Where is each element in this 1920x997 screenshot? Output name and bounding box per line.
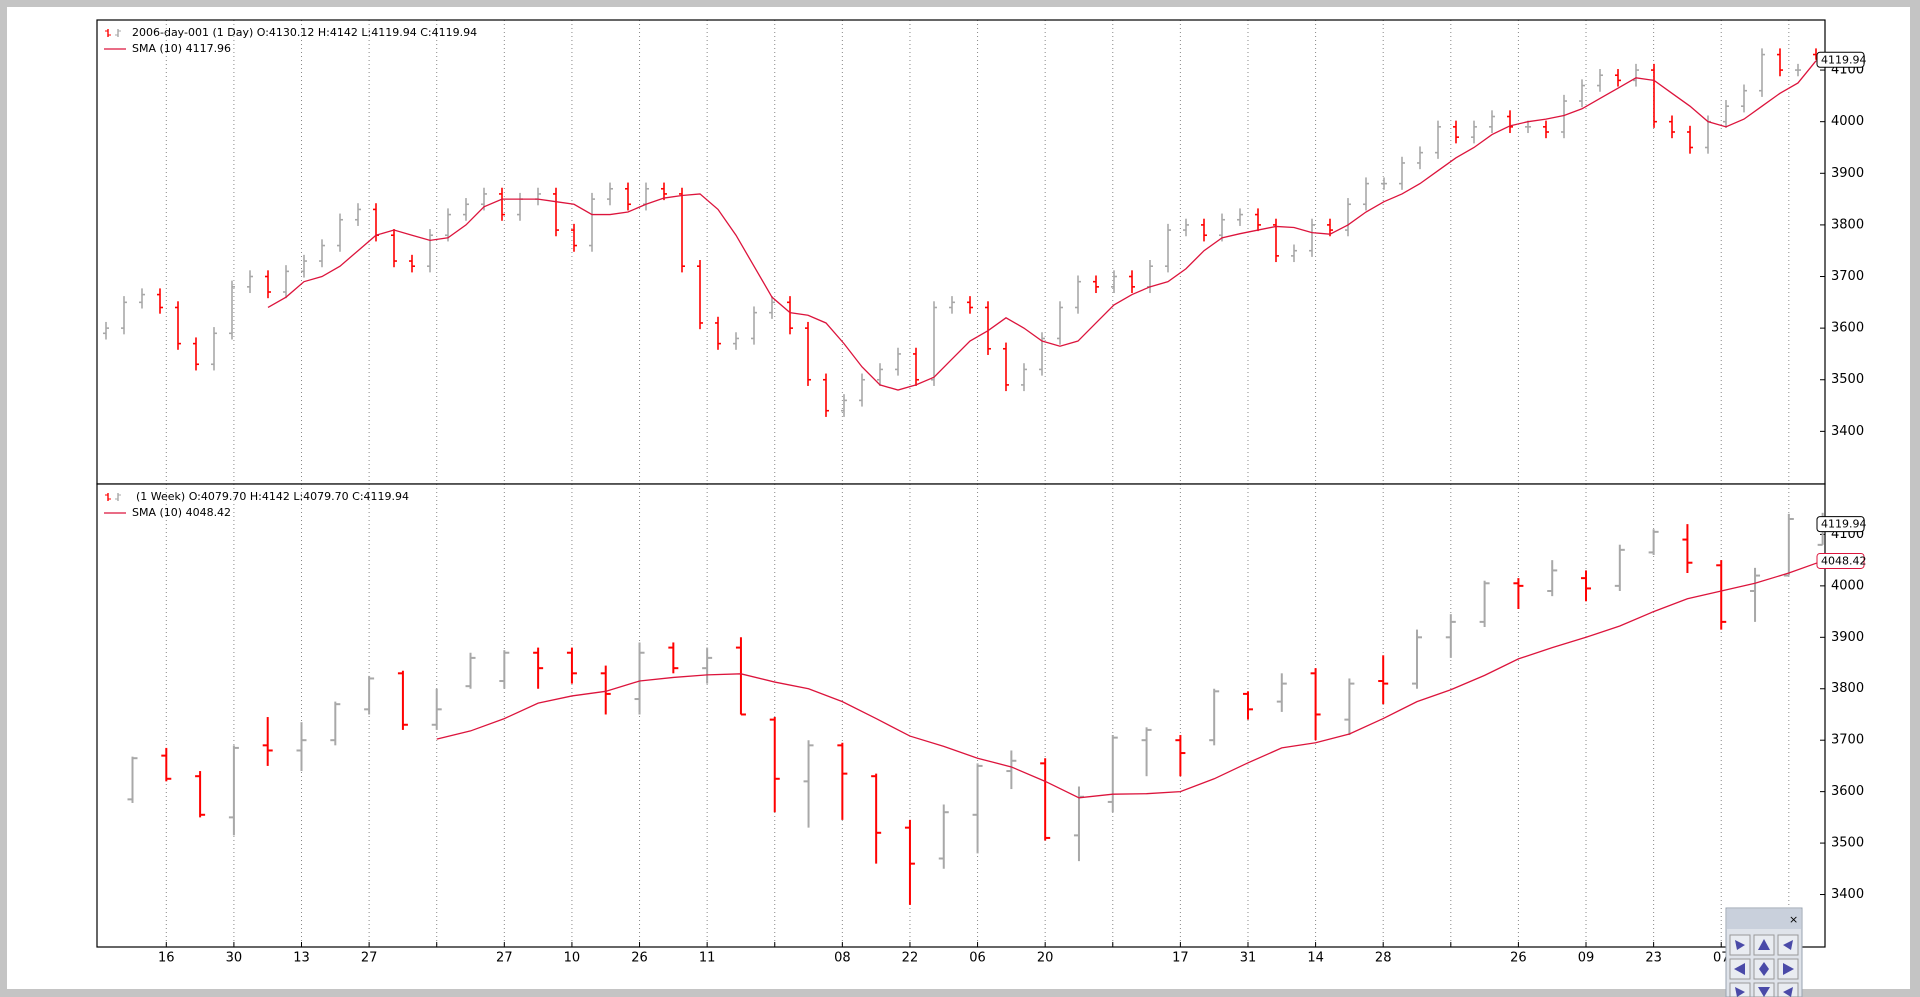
y-tick-label: 4000 xyxy=(1831,578,1864,593)
y-tick-label: 4000 xyxy=(1831,114,1864,129)
toolbar-icon xyxy=(1783,940,1793,950)
x-tick-label: 22 xyxy=(902,951,919,966)
navigation-toolbar: × xyxy=(1725,907,1803,997)
x-tick-label: 10 xyxy=(564,951,581,966)
toolbar-icon xyxy=(1783,987,1793,997)
x-tick-label: 28 xyxy=(1375,951,1392,966)
x-tick-label: 06 xyxy=(969,951,986,966)
y-tick-label: 3500 xyxy=(1831,372,1864,387)
y-tick-label: 3800 xyxy=(1831,681,1864,696)
toolbar-header xyxy=(1727,909,1801,929)
y-tick-label: 3400 xyxy=(1831,424,1864,439)
toolbar-icon xyxy=(1759,962,1769,976)
x-tick-label: 20 xyxy=(1037,951,1054,966)
x-tick-label: 07 xyxy=(1713,951,1730,966)
y-tick-label: 3900 xyxy=(1831,166,1864,181)
x-tick-label: 30 xyxy=(226,951,243,966)
plot-area xyxy=(97,20,1825,484)
y-tick-label: 3500 xyxy=(1831,836,1864,851)
toolbar-icon xyxy=(1783,963,1794,975)
plot-frame xyxy=(96,483,1826,948)
legend-label: SMA (10) 4048.42 xyxy=(132,506,231,519)
price-tag xyxy=(1816,552,1865,569)
price-tag xyxy=(1816,51,1865,68)
x-tick-label: 27 xyxy=(361,951,378,966)
sma-line xyxy=(436,560,1823,799)
y-tick-label: 3900 xyxy=(1831,630,1864,645)
y-tick-label: 3700 xyxy=(1831,733,1864,748)
price-tag-label: 4119.94 xyxy=(1821,53,1867,66)
plot-area xyxy=(97,484,1825,947)
legend-label: SMA (10) 4117.96 xyxy=(132,42,231,55)
toolbar-icon xyxy=(1758,939,1770,950)
x-tick-label: 17 xyxy=(1172,951,1189,966)
x-tick-label: 31 xyxy=(1240,951,1257,966)
y-tick-label: 3600 xyxy=(1831,321,1864,336)
price-tag xyxy=(1816,516,1865,533)
y-tick-label: 3700 xyxy=(1831,269,1864,284)
x-tick-label: 13 xyxy=(293,951,310,966)
x-tick-label: 09 xyxy=(1578,951,1595,966)
x-tick-label: 16 xyxy=(158,951,175,966)
sma-line xyxy=(267,60,1817,391)
x-tick-label: 26 xyxy=(1510,951,1527,966)
legend-label: (1 Week) O:4079.70 H:4142 L:4079.70 C:41… xyxy=(136,490,409,503)
legend-label: 2006-day-001 (1 Day) O:4130.12 H:4142 L:… xyxy=(132,26,477,39)
price-tag-label: 4048.42 xyxy=(1821,554,1867,567)
x-tick-label: 26 xyxy=(631,951,648,966)
x-tick-label: 11 xyxy=(699,951,716,966)
y-tick-label: 3800 xyxy=(1831,217,1864,232)
x-tick-label: 27 xyxy=(496,951,513,966)
x-tick-label: 08 xyxy=(834,951,851,966)
y-tick-label: 3400 xyxy=(1831,887,1864,902)
x-tick-label: 23 xyxy=(1645,951,1662,966)
toolbar-icon xyxy=(1735,987,1745,997)
toolbar-icon xyxy=(1735,940,1745,950)
y-tick-label: 3600 xyxy=(1831,784,1864,799)
toolbar-icon xyxy=(1758,987,1770,997)
toolbar-icon xyxy=(1734,963,1745,975)
price-tag-label: 4119.94 xyxy=(1821,518,1867,531)
x-tick-label: 14 xyxy=(1307,951,1324,966)
toolbar-close[interactable]: × xyxy=(1789,913,1798,926)
